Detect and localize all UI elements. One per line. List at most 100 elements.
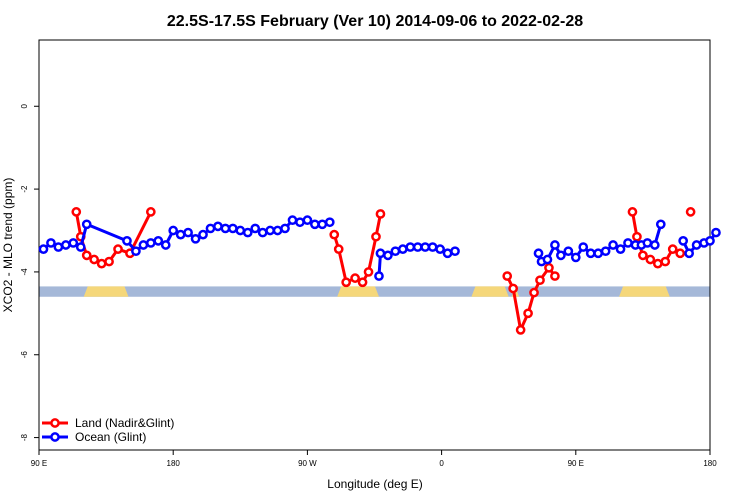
data-point <box>675 248 686 259</box>
x-tick-label: 180 <box>703 459 717 468</box>
land-segment <box>471 286 509 297</box>
data-point <box>317 219 328 230</box>
legend: Land (Nadir&Glint)Ocean (Glint) <box>42 416 174 444</box>
data-point <box>544 262 554 273</box>
chart-title: 22.5S-17.5S February (Ver 10) 2014-09-06… <box>167 13 583 30</box>
data-point <box>405 242 416 252</box>
data-point <box>550 271 560 281</box>
data-point <box>68 238 79 248</box>
data-point <box>295 217 305 228</box>
data-point <box>350 273 360 283</box>
y-tick-label: 0 <box>20 103 29 108</box>
data-point <box>705 236 715 246</box>
data-point <box>160 240 171 250</box>
data-point <box>615 244 626 254</box>
data-point <box>287 215 298 226</box>
data-point <box>324 217 335 228</box>
data-point <box>691 240 702 250</box>
data-point <box>685 207 696 217</box>
data-point <box>442 248 453 259</box>
data-point <box>608 240 618 250</box>
data-point <box>104 256 114 267</box>
data-point <box>53 242 64 252</box>
data-point <box>684 248 694 259</box>
data-point <box>374 271 384 281</box>
data-point <box>515 325 526 335</box>
data-point <box>655 219 666 230</box>
data-point <box>341 277 352 288</box>
data-point <box>175 229 186 240</box>
data-point <box>535 275 545 286</box>
data-point <box>660 256 671 267</box>
data-point <box>272 225 283 236</box>
data-point <box>420 242 431 252</box>
data-point <box>96 258 107 269</box>
data-point <box>427 242 438 252</box>
data-point <box>397 244 408 254</box>
data-point <box>632 231 642 242</box>
x-tick-label: 0 <box>439 459 444 468</box>
data-point <box>257 227 268 238</box>
data-point <box>556 250 566 261</box>
data-point <box>593 248 604 259</box>
data-point <box>600 246 611 257</box>
data-point <box>81 219 92 230</box>
data-point <box>363 267 374 277</box>
data-point <box>113 244 123 254</box>
data-point <box>523 308 533 319</box>
data-point <box>89 254 100 265</box>
data-point <box>375 209 386 219</box>
data-point <box>242 227 253 238</box>
data-point <box>122 236 132 246</box>
x-axis: 90 E 180 90 W 0 90 E 180 <box>31 450 717 468</box>
series-layer <box>38 207 721 335</box>
data-point <box>131 246 141 257</box>
data-point <box>81 250 92 261</box>
data-point <box>213 221 223 232</box>
y-tick-label: -6 <box>20 351 29 359</box>
data-point <box>280 223 290 234</box>
series-ocean <box>38 215 721 281</box>
data-point <box>38 244 49 254</box>
data-point <box>168 225 179 236</box>
data-point <box>508 283 519 294</box>
land-segment <box>337 286 379 297</box>
data-point <box>627 207 638 217</box>
x-tick-label: 180 <box>167 459 181 468</box>
data-point <box>450 246 460 257</box>
data-point <box>145 238 156 248</box>
data-point <box>198 229 208 240</box>
data-point <box>205 223 216 234</box>
data-point <box>302 215 313 226</box>
data-point <box>529 287 539 298</box>
land-segment <box>619 286 670 297</box>
data-point <box>652 258 663 269</box>
y-tick-label: -8 <box>20 433 29 441</box>
data-point <box>383 250 393 261</box>
x-axis-label: Longitude (deg E) <box>327 477 422 491</box>
land-mask-band <box>39 286 710 297</box>
data-point <box>235 225 246 236</box>
data-point <box>75 242 86 252</box>
y-tick-label: -4 <box>20 268 29 276</box>
data-point <box>667 244 678 254</box>
x-tick-label: 90 E <box>568 459 584 468</box>
data-point <box>250 223 261 234</box>
legend-marker <box>50 418 60 428</box>
data-point <box>153 236 164 246</box>
data-point <box>638 250 648 261</box>
data-point <box>542 254 553 265</box>
data-point <box>310 219 320 230</box>
data-point <box>183 227 193 238</box>
data-point <box>649 240 660 250</box>
data-point <box>227 223 238 234</box>
data-point <box>265 225 275 236</box>
data-point <box>563 246 574 257</box>
data-point <box>329 229 340 240</box>
data-point <box>60 240 71 250</box>
land-segment <box>83 286 129 297</box>
data-point <box>357 277 368 288</box>
data-point <box>623 238 633 248</box>
data-point <box>138 240 149 250</box>
